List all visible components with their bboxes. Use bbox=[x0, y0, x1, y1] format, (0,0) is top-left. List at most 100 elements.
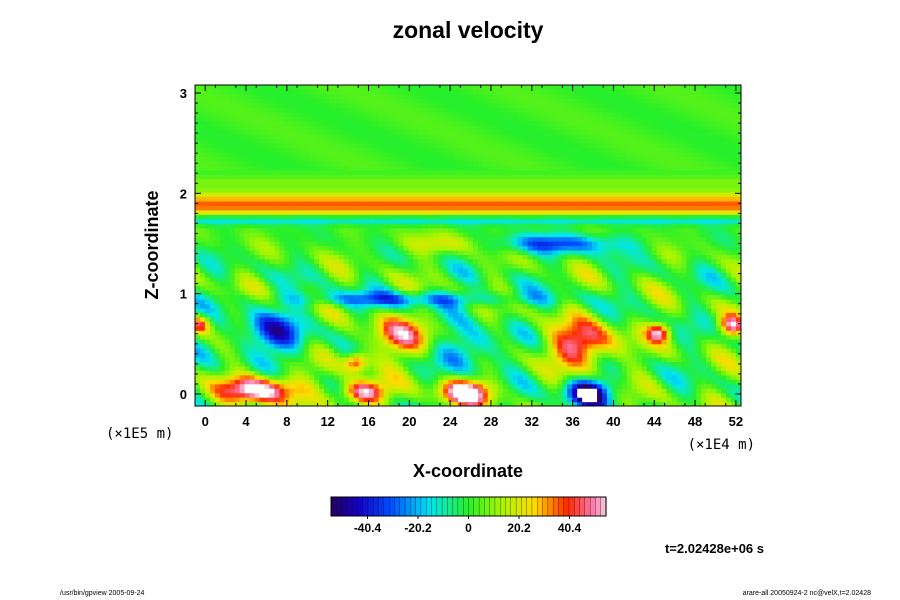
heatmap-cell bbox=[468, 276, 474, 282]
heatmap-cell bbox=[408, 209, 414, 215]
heatmap-cell bbox=[413, 321, 419, 327]
heatmap-cell bbox=[299, 129, 305, 135]
heatmap-cell bbox=[309, 156, 315, 162]
heatmap-cell bbox=[463, 169, 469, 175]
heatmap-cell bbox=[343, 183, 350, 189]
heatmap-cell bbox=[289, 178, 295, 184]
heatmap-cell bbox=[393, 383, 400, 389]
heatmap-cell bbox=[209, 196, 216, 202]
heatmap-cell bbox=[438, 379, 444, 385]
heatmap-cell bbox=[348, 276, 355, 282]
heatmap-cell bbox=[492, 290, 499, 296]
heatmap-cell bbox=[472, 236, 479, 242]
heatmap-cell bbox=[468, 379, 474, 385]
heatmap-cell bbox=[279, 165, 285, 171]
heatmap-cell bbox=[254, 111, 261, 117]
heatmap-cell bbox=[195, 249, 201, 256]
heatmap-cell bbox=[309, 174, 315, 180]
heatmap-cell bbox=[522, 142, 529, 149]
heatmap-cell bbox=[368, 160, 375, 166]
heatmap-cell bbox=[234, 312, 241, 318]
heatmap-cell bbox=[214, 178, 221, 184]
heatmap-cell bbox=[522, 316, 529, 322]
heatmap-cell bbox=[532, 178, 539, 184]
heatmap-cell bbox=[433, 209, 439, 215]
heatmap-cell bbox=[309, 325, 315, 331]
heatmap-cell bbox=[195, 169, 201, 175]
heatmap-cell bbox=[314, 120, 320, 126]
heatmap-cell bbox=[358, 142, 365, 149]
heatmap-cell bbox=[512, 267, 519, 273]
heatmap-cell bbox=[383, 361, 390, 367]
heatmap-cell bbox=[299, 160, 305, 166]
heatmap-cell bbox=[413, 174, 419, 180]
heatmap-cell bbox=[532, 334, 539, 340]
heatmap-cell bbox=[378, 89, 385, 95]
heatmap-cell bbox=[329, 339, 335, 345]
heatmap-cell bbox=[304, 392, 310, 398]
heatmap-cell bbox=[398, 299, 405, 305]
heatmap-cell bbox=[294, 263, 300, 269]
heatmap-cell bbox=[532, 294, 539, 300]
heatmap-cell bbox=[423, 388, 429, 394]
heatmap-cell bbox=[537, 379, 544, 385]
heatmap-cell bbox=[269, 134, 276, 140]
heatmap-cell bbox=[259, 156, 266, 162]
heatmap-cell bbox=[507, 281, 514, 287]
heatmap-cell bbox=[239, 325, 246, 331]
heatmap-cell bbox=[244, 111, 251, 117]
heatmap-cell bbox=[284, 325, 290, 331]
heatmap-cell bbox=[378, 85, 385, 91]
heatmap-cell bbox=[319, 361, 325, 367]
heatmap-cell bbox=[224, 361, 231, 367]
heatmap-cell bbox=[512, 321, 519, 327]
heatmap-cell bbox=[304, 205, 310, 211]
heatmap-cell bbox=[209, 174, 216, 180]
heatmap-cell bbox=[259, 236, 266, 242]
heatmap-cell bbox=[199, 138, 206, 144]
heatmap-cell bbox=[358, 312, 365, 318]
heatmap-cell bbox=[418, 245, 424, 251]
heatmap-cell bbox=[472, 383, 479, 389]
heatmap-cell bbox=[378, 361, 385, 367]
heatmap-cell bbox=[329, 125, 335, 131]
heatmap-cell bbox=[368, 365, 375, 371]
heatmap-cell bbox=[497, 365, 504, 371]
heatmap-cell bbox=[348, 214, 355, 220]
heatmap-cell bbox=[487, 356, 494, 363]
heatmap-cell bbox=[199, 258, 206, 264]
heatmap-cell bbox=[477, 227, 484, 233]
heatmap-cell bbox=[368, 107, 375, 113]
heatmap-cell bbox=[249, 205, 256, 211]
heatmap-cell bbox=[319, 192, 325, 198]
heatmap-cell bbox=[463, 330, 469, 336]
heatmap-cell bbox=[199, 397, 206, 403]
heatmap-cell bbox=[289, 151, 295, 157]
heatmap-cell bbox=[398, 165, 405, 171]
heatmap-cell bbox=[219, 258, 226, 264]
heatmap-cell bbox=[319, 401, 325, 406]
heatmap-cell bbox=[229, 156, 236, 162]
heatmap-cell bbox=[398, 290, 405, 296]
heatmap-cell bbox=[195, 98, 201, 104]
heatmap-cell bbox=[314, 339, 320, 345]
heatmap-cell bbox=[403, 116, 410, 122]
heatmap-cell bbox=[497, 356, 504, 363]
heatmap-cell bbox=[373, 339, 380, 345]
heatmap-cell bbox=[408, 205, 414, 211]
heatmap-cell bbox=[373, 169, 380, 175]
heatmap-cell bbox=[274, 374, 280, 380]
heatmap-cell bbox=[274, 370, 280, 376]
heatmap-cell bbox=[368, 392, 375, 398]
heatmap-cell bbox=[393, 160, 400, 166]
heatmap-cell bbox=[408, 196, 414, 202]
heatmap-cell bbox=[413, 370, 419, 376]
heatmap-cell bbox=[214, 205, 221, 211]
heatmap-cell bbox=[199, 325, 206, 331]
heatmap-cell bbox=[314, 379, 320, 385]
heatmap-cell bbox=[324, 258, 330, 264]
heatmap-cell bbox=[199, 281, 206, 287]
heatmap-cell bbox=[214, 397, 221, 403]
heatmap-cell bbox=[214, 276, 221, 282]
heatmap-cell bbox=[378, 174, 385, 180]
